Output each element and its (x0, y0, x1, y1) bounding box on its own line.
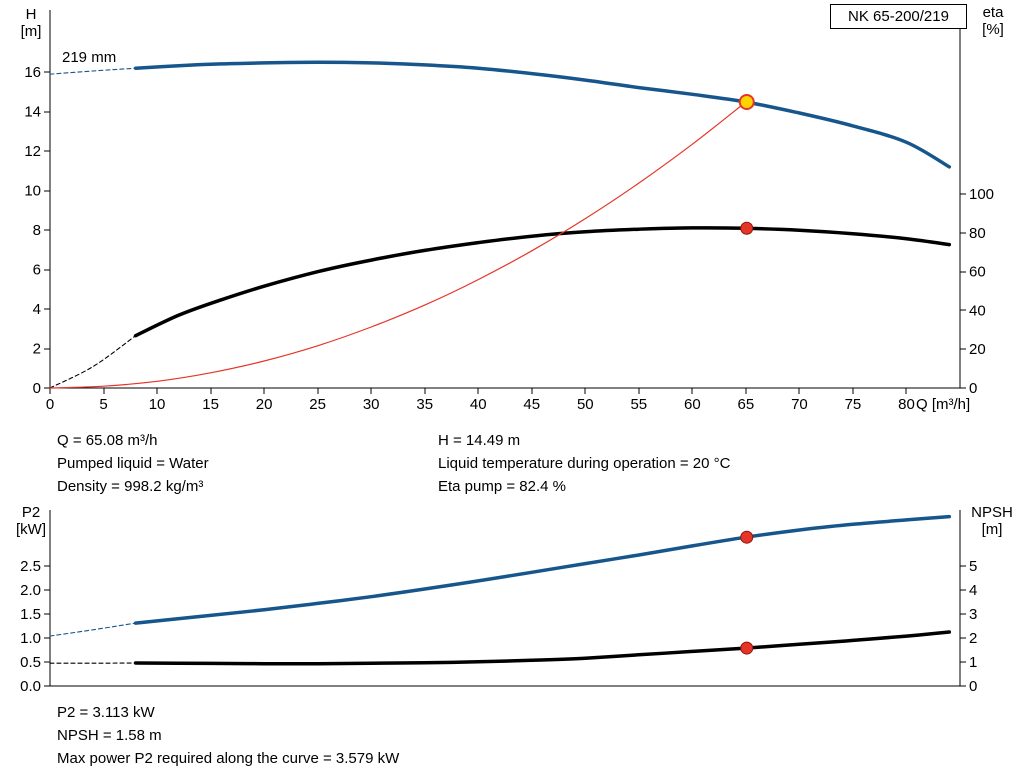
duty-point-qh (738, 93, 755, 110)
x-tick-label: 0 (46, 396, 54, 413)
impeller-diameter-label: 219 mm (62, 49, 117, 66)
x-tick-label: 70 (791, 396, 808, 413)
eta-axis-unit: [%] (982, 21, 1004, 38)
left-tick-label: 1.0 (20, 630, 41, 647)
left-tick-label: 10 (24, 183, 41, 200)
right-tick-label: 5 (969, 558, 977, 575)
head-curve (133, 60, 952, 169)
x-tick-label: 50 (577, 396, 594, 413)
x-tick-label: 10 (149, 396, 166, 413)
right-tick-label: 2 (969, 630, 977, 647)
x-tick-label: 45 (523, 396, 540, 413)
x-tick-label: 75 (845, 396, 862, 413)
left-tick-label: 8 (33, 222, 41, 239)
x-tick-label: 35 (416, 396, 433, 413)
density-readout: Density = 998.2 kg/m³ (57, 478, 204, 495)
right-tick-label: 0 (969, 678, 977, 695)
eta-axis-symbol: eta (982, 4, 1004, 21)
head-curve-dashed (49, 67, 137, 75)
left-tick-label: 0.5 (20, 654, 41, 671)
left-tick-label: 14 (24, 104, 41, 121)
x-tick-label: 65 (738, 396, 755, 413)
p2-curve (133, 514, 952, 625)
x-tick-label: 25 (309, 396, 326, 413)
left-tick-label: 16 (24, 64, 41, 81)
left-tick-label: 6 (33, 262, 41, 279)
duty-point-eta (740, 221, 754, 235)
axes (44, 510, 966, 687)
npsh-axis-unit: [m] (981, 521, 1003, 538)
hq-eta-chart: 0 5 10 15 20 25 30 35 40 45 50 55 60 65 70 75 80 0 2 4 6 8 10 1… (24, 10, 994, 413)
left-tick-label: 4 (33, 301, 41, 318)
x-tick-label: 55 (630, 396, 647, 413)
npsh-axis-label: NPSH [m] (964, 504, 1020, 538)
p2-axis-symbol: P2 (21, 504, 41, 521)
duty-readout-right: H = 14.49 m Liquid temperature during op… (438, 429, 730, 498)
right-tick-label: 3 (969, 606, 977, 623)
right-tick-label: 40 (969, 302, 986, 319)
x-tick-label: 40 (470, 396, 487, 413)
axis-frame (49, 510, 961, 687)
left-tick-label: 12 (24, 143, 41, 160)
q-axis-label: Q [m³/h] (916, 396, 971, 413)
max-power-readout: Max power P2 required along the curve = … (57, 750, 400, 767)
duty-parabola (49, 101, 747, 389)
right-tick-label: 1 (969, 654, 977, 671)
x-tick-label: 20 (256, 396, 273, 413)
tick-labels: 0.0 0.5 1.0 1.5 2.0 2.5 0 1 2 3 4 5 (20, 558, 977, 695)
right-tick-label: 20 (969, 341, 986, 358)
left-tick-label: 0.0 (20, 678, 41, 695)
duty-readout-left: Q = 65.08 m³/h Pumped liquid = Water Den… (57, 429, 209, 498)
axis-frame (49, 10, 961, 389)
left-tick-label: 2.0 (20, 582, 41, 599)
pump-model-box: NK 65-200/219 (830, 4, 967, 29)
x-tick-label: 60 (684, 396, 701, 413)
x-tick-label: 5 (99, 396, 107, 413)
p2-readout: P2 = 3.113 kW (57, 704, 155, 721)
h-axis-unit: [m] (20, 23, 42, 40)
duty-point-npsh (740, 641, 754, 655)
x-tick-label: 80 (898, 396, 915, 413)
eta-axis-label: eta [%] (970, 4, 1016, 38)
p2-axis-label: P2 [kW] (8, 504, 54, 538)
tick-labels: 0 5 10 15 20 25 30 35 40 45 50 55 60 65 70 75 80 0 2 4 6 8 10 1… (24, 64, 994, 413)
h-axis-symbol: H (25, 6, 37, 23)
right-tick-label: 0 (969, 380, 977, 397)
x-tick-label: 30 (363, 396, 380, 413)
right-tick-label: 80 (969, 225, 986, 242)
left-tick-label: 1.5 (20, 606, 41, 623)
pumped-liquid-readout: Pumped liquid = Water (57, 455, 209, 472)
h-axis-label: H [m] (8, 6, 54, 40)
liquid-temperature-readout: Liquid temperature during operation = 20… (438, 455, 731, 472)
p2-curve-dashed (49, 622, 137, 637)
npsh-curve (133, 630, 952, 666)
axes (44, 10, 966, 394)
p2-axis-unit: [kW] (16, 521, 46, 538)
eta-curve-dashed (49, 335, 137, 389)
duty-point-p2 (740, 530, 754, 544)
left-tick-label: 2 (33, 341, 41, 358)
q-readout: Q = 65.08 m³/h (57, 432, 158, 449)
p2-npsh-chart: 0.0 0.5 1.0 1.5 2.0 2.5 0 1 2 3 4 5 (20, 510, 977, 695)
right-tick-label: 60 (969, 264, 986, 281)
x-tick-label: 15 (202, 396, 219, 413)
npsh-readout: NPSH = 1.58 m (57, 727, 162, 744)
power-readout: P2 = 3.113 kW NPSH = 1.58 m Max power P2… (57, 701, 399, 770)
left-tick-label: 0 (33, 380, 41, 397)
right-tick-label: 4 (969, 582, 977, 599)
eta-pump-readout: Eta pump = 82.4 % (438, 478, 566, 495)
h-readout: H = 14.49 m (438, 432, 521, 449)
eta-curve (133, 226, 952, 338)
right-tick-label: 100 (969, 186, 994, 203)
left-tick-label: 2.5 (20, 558, 41, 575)
npsh-axis-symbol: NPSH (971, 504, 1013, 521)
